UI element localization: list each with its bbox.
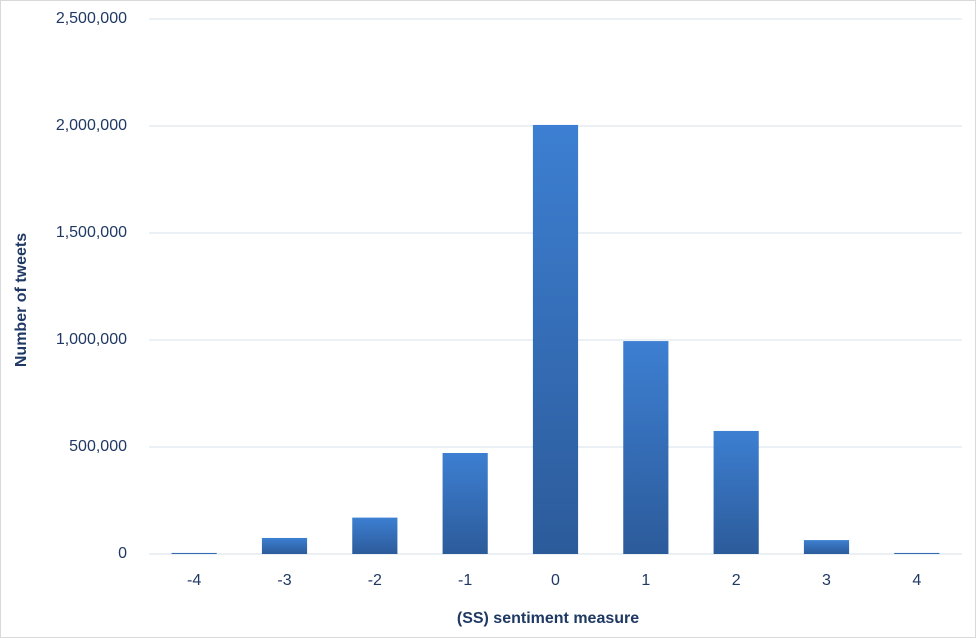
y-tick-label: 2,000,000 bbox=[56, 117, 127, 134]
x-axis-title: (SS) sentiment measure bbox=[457, 610, 639, 627]
bar bbox=[713, 430, 759, 554]
x-tick-label: 0 bbox=[551, 572, 560, 589]
bar bbox=[442, 452, 488, 554]
bar bbox=[171, 552, 217, 554]
y-tick-label: 2,500,000 bbox=[56, 10, 127, 27]
x-tick-label: -3 bbox=[277, 572, 291, 589]
bar bbox=[261, 537, 308, 554]
x-tick-label: 1 bbox=[641, 572, 650, 589]
bar bbox=[623, 341, 669, 554]
x-tick-label: -2 bbox=[368, 572, 382, 589]
y-tick-label: 1,500,000 bbox=[56, 224, 127, 241]
y-tick-label: 500,000 bbox=[69, 438, 127, 455]
bar bbox=[894, 552, 940, 554]
bar bbox=[803, 540, 850, 554]
x-tick-label: 3 bbox=[822, 572, 831, 589]
x-tick-label: 2 bbox=[732, 572, 741, 589]
x-tick-label: 4 bbox=[912, 572, 921, 589]
y-tick-label: 1,000,000 bbox=[56, 331, 127, 348]
x-tick-label: -1 bbox=[458, 572, 472, 589]
bar bbox=[352, 517, 398, 554]
bar bbox=[532, 124, 579, 555]
y-axis-title: Number of tweets bbox=[13, 233, 30, 367]
x-tick-label: -4 bbox=[187, 572, 201, 589]
y-tick-label: 0 bbox=[118, 545, 127, 562]
